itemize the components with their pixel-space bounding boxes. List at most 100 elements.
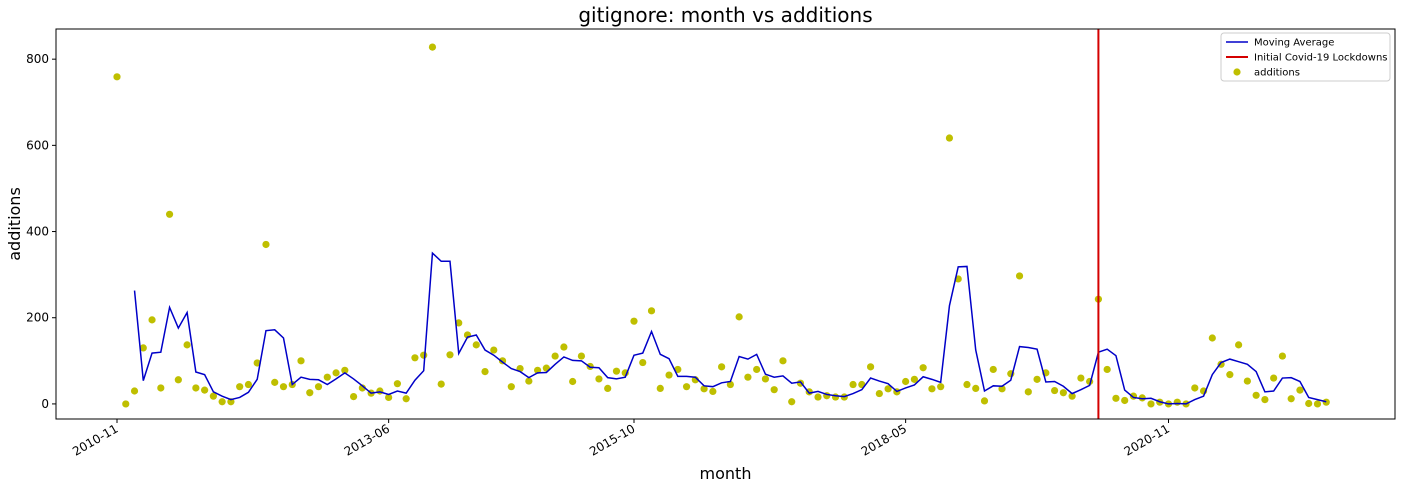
additions-point <box>744 373 752 381</box>
additions-point <box>1068 392 1076 400</box>
additions-point <box>1147 400 1155 408</box>
chart-title: gitignore: month vs additions <box>578 3 872 27</box>
additions-point <box>1112 394 1120 402</box>
x-axis: 2010-11 2013-06 2015-10 2018-05 2020-11 <box>70 419 1172 459</box>
additions-point <box>393 380 402 388</box>
x-tick-label: 2018-05 <box>859 421 909 458</box>
additions-point <box>253 359 261 367</box>
additions-point <box>113 73 121 81</box>
y-tick-label: 200 <box>26 311 49 325</box>
additions-point <box>165 210 174 218</box>
additions-point <box>963 380 971 389</box>
additions-point <box>130 387 139 395</box>
additions-point <box>297 357 305 365</box>
additions-point <box>1050 386 1059 395</box>
legend: Moving Average Initial Covid-19 Lockdowns… <box>1220 32 1391 82</box>
additions-point <box>761 375 770 383</box>
additions-point <box>209 392 217 400</box>
additions-point <box>1121 396 1129 405</box>
additions-point <box>1243 377 1251 385</box>
additions-point <box>428 43 437 51</box>
additions-point <box>455 319 463 327</box>
additions-point <box>569 377 577 386</box>
additions-point <box>306 389 314 397</box>
additions-point <box>1173 398 1181 406</box>
additions-point <box>1235 341 1243 349</box>
additions-point <box>139 344 147 352</box>
additions-point <box>157 384 165 392</box>
additions-point <box>1208 334 1216 342</box>
x-tick-label: 2015-10 <box>587 421 637 458</box>
additions-point <box>1226 371 1234 379</box>
additions-point <box>1015 272 1024 280</box>
chart-marks <box>113 29 1330 419</box>
additions-point <box>332 369 340 377</box>
additions-point <box>998 385 1006 393</box>
additions-point <box>227 398 235 406</box>
additions-point <box>972 384 980 393</box>
additions-point <box>271 378 279 386</box>
additions-point <box>279 383 288 391</box>
additions-point <box>595 375 603 383</box>
additions-point <box>577 352 586 360</box>
y-axis-label: additions <box>5 187 24 261</box>
additions-point <box>244 380 253 389</box>
x-axis-label: month <box>700 464 752 483</box>
additions-point <box>919 364 927 372</box>
legend-label: Moving Average <box>1254 38 1334 49</box>
additions-point <box>192 384 200 392</box>
additions-point <box>726 380 734 389</box>
additions-point <box>1313 400 1322 408</box>
additions-point <box>1322 398 1330 406</box>
additions-point <box>507 383 515 391</box>
additions-point <box>1278 352 1287 360</box>
additions-point <box>551 352 559 360</box>
additions-point <box>1024 388 1032 396</box>
legend-marker-additions <box>1233 68 1241 76</box>
additions-point <box>1033 375 1041 383</box>
additions-point <box>437 380 445 388</box>
additions-point <box>1059 389 1067 397</box>
additions-point <box>1287 395 1295 403</box>
y-tick-label: 0 <box>41 397 49 411</box>
additions-point <box>314 383 323 391</box>
moving-average-line <box>133 251 1327 405</box>
additions-point <box>1261 396 1269 404</box>
additions-point <box>937 383 945 391</box>
additions-point <box>718 363 726 371</box>
additions-point <box>446 351 454 359</box>
legend-label: additions <box>1254 68 1300 79</box>
additions-point <box>1191 384 1199 392</box>
additions-point <box>875 389 883 398</box>
additions-point <box>1077 374 1085 382</box>
additions-point <box>122 400 130 408</box>
additions-point <box>174 376 182 384</box>
additions-point <box>700 385 708 393</box>
additions-point <box>612 367 621 375</box>
additions-point <box>262 240 270 249</box>
additions-point <box>945 134 954 142</box>
additions-point <box>814 393 822 401</box>
additions-point <box>1103 365 1111 374</box>
additions-point <box>665 371 673 379</box>
additions-point <box>490 346 498 354</box>
additions-point <box>1252 391 1260 399</box>
legend-box <box>1220 32 1391 82</box>
additions-point <box>218 398 226 406</box>
additions-point <box>201 386 209 394</box>
additions-point <box>910 375 918 383</box>
additions-point <box>481 367 489 376</box>
y-tick-label: 800 <box>26 52 49 66</box>
additions-point <box>656 384 664 393</box>
plot-frame <box>55 28 1396 420</box>
additions-point <box>1270 374 1278 382</box>
x-tick-label: 2010-11 <box>70 421 120 458</box>
additions-point <box>989 365 997 374</box>
x-tick-label: 2020-11 <box>1122 421 1172 458</box>
additions-point <box>849 380 857 389</box>
additions-point <box>341 366 349 374</box>
additions-point <box>604 384 612 393</box>
additions-point <box>148 316 156 324</box>
additions-point <box>928 385 936 393</box>
additions-point <box>639 358 647 367</box>
